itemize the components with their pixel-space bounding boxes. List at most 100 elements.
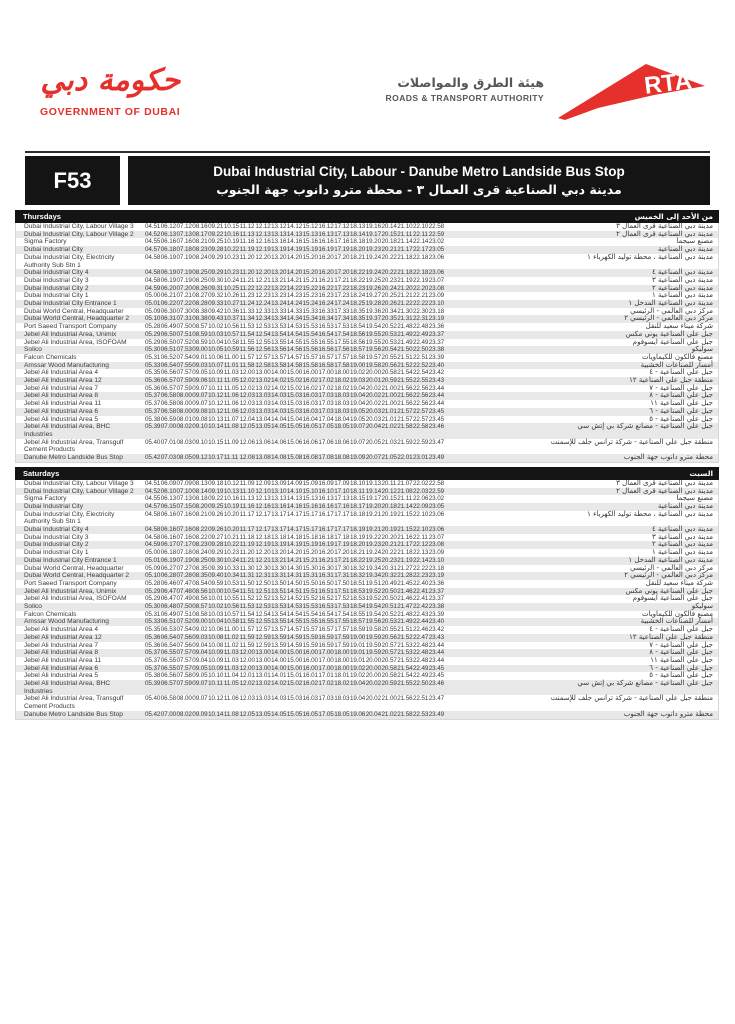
departure-time: 17.21	[334, 276, 350, 284]
departure-time: 13.55	[271, 618, 287, 626]
departure-time: 12.18	[255, 533, 271, 541]
stop-name-english: Jebel Ali Industrial Area, BHC Industrie…	[24, 680, 111, 695]
departure-time: 18.59	[349, 626, 366, 634]
stop-name-english: Dubai World Central, Headquarter	[24, 564, 124, 572]
departure-time: 04.58	[145, 533, 161, 541]
departure-time: 15.01	[286, 672, 303, 680]
stop-row: Jebel Ali Industrial Area 11 05.37 06.55 07…	[16, 656, 718, 665]
departure-time: 07.18	[176, 549, 192, 557]
departure-time: 08.14	[192, 487, 208, 495]
departure-times: 05.35 06.53 07.54 09.02 10.06 11.00 11.57 12.57…	[145, 626, 445, 634]
stop-name-arabic: جبل علي الصناعية - ٦	[649, 406, 713, 415]
departure-time: 10.12	[208, 407, 224, 415]
departure-time: 18.53	[349, 595, 366, 603]
stop-name-english: Dubai Industrial City 2	[24, 541, 89, 549]
departure-time: 12.01	[239, 672, 255, 680]
departure-time: 17.22	[334, 284, 350, 292]
departure-time: 16.18	[318, 533, 334, 541]
departure-time: 15.54	[302, 330, 318, 338]
departure-time: 17.55	[334, 338, 350, 346]
departure-time: 19.00	[349, 633, 366, 641]
departure-times: 05.38 06.56 07.58 09.05 10.10 11.04 12.01 13.01…	[145, 672, 445, 680]
departure-time: 13.00	[255, 369, 271, 377]
departure-time: 04.55	[145, 238, 161, 246]
departure-time: 13.53	[271, 603, 287, 611]
stop-name-english: Jebel Ali Industrial Area, Transgulf Cem…	[24, 438, 124, 454]
departure-time: 22.59	[413, 438, 429, 446]
departure-time: 08.26	[192, 284, 208, 292]
stop-row: Dubai World Central, Headquarter 2 05.10 0…	[16, 315, 718, 324]
departure-time: 21.18	[397, 269, 413, 277]
departure-time: 12.13	[255, 495, 271, 503]
departure-time: 20.55	[381, 626, 397, 634]
departure-times: 05.29 06.50 07.52 08.59 10.04 10.58 11.55 12.55…	[145, 339, 445, 347]
departure-time: 09.28	[208, 541, 224, 549]
departure-time: 06.31	[160, 315, 177, 323]
departure-time: 12.20	[255, 253, 271, 261]
departure-time: 16.06	[302, 438, 318, 446]
departure-time: 06.22	[160, 300, 177, 308]
departure-time: 07.56	[176, 633, 192, 641]
stop-row: Jebel Ali Industrial Area 7 05.36 06.54 07.…	[16, 641, 718, 650]
departure-time: 16.24	[318, 300, 334, 308]
departure-time: 10.33	[223, 564, 240, 572]
departure-time: 15.33	[302, 307, 318, 315]
departure-time: 18.14	[349, 230, 366, 238]
departure-time: 15.20	[302, 549, 318, 557]
departure-times: 05.37 06.55 07.57 09.04 10.09 11.03 12.00 13.00…	[145, 657, 445, 665]
departure-time: 21.52	[397, 633, 413, 641]
departure-time: 19.21	[365, 526, 381, 534]
departure-time: 13.33	[271, 307, 287, 315]
departure-time: 16.00	[302, 656, 318, 664]
departure-time: 22.30	[413, 307, 429, 315]
stop-row: Dubai Industrial City 1 05.00 06.21 07.21 08…	[16, 292, 718, 300]
stop-name-arabic: منطقة جبل علي الصناعية - شركة ترانس جلف …	[550, 437, 713, 446]
departure-time: 17.30	[334, 564, 350, 572]
departure-time: 21.11	[397, 230, 413, 238]
departure-time: 12.51	[255, 587, 271, 595]
departure-time: 07.16	[176, 533, 192, 541]
stop-name-arabic: مدينة دبي الصناعية ٤	[651, 268, 713, 277]
departure-time: 23.43	[428, 377, 445, 385]
departure-time: 16.16	[318, 238, 334, 246]
departure-time: 20.02	[365, 695, 381, 703]
departure-time: 22.03	[413, 487, 429, 495]
departure-time: 22.09	[413, 502, 429, 510]
departure-time: 05.37	[145, 664, 161, 672]
departure-time: 12.22	[255, 284, 271, 292]
departure-time: 21.45	[397, 579, 413, 587]
stop-name-arabic: جبل علي الصناعية - ٤	[649, 368, 713, 377]
departure-time: 07.27	[176, 564, 192, 572]
departure-time: 10.04	[208, 338, 224, 346]
departure-time: 06.51	[160, 618, 177, 626]
departure-time: 15.22	[302, 284, 318, 292]
departure-time: 19.54	[365, 603, 381, 611]
departure-time: 11.05	[223, 680, 239, 688]
departure-time: 23.49	[428, 710, 445, 718]
departure-time: 19.04	[349, 695, 366, 703]
departure-time: 13.12	[271, 223, 287, 230]
departure-time: 22.01	[397, 454, 413, 462]
timetable-rows: Dubai Industrial City, Labour Village 3 0…	[15, 479, 719, 720]
departure-time: 05.39	[145, 423, 161, 431]
departure-time: 21.02	[381, 710, 397, 718]
departure-time: 16.16	[318, 502, 334, 510]
departure-time: 23.44	[428, 400, 445, 408]
timetable-section: Thursdays من الأحد إلى الخميس Dubai Indust…	[15, 210, 719, 463]
stop-name-arabic: مدينة دبي الصناعية المدخل ١	[628, 555, 713, 564]
stop-name-arabic: جبل علي الصناعية يوني مكس	[625, 586, 713, 595]
departure-time: 15.12	[302, 223, 318, 230]
departure-time: 23.37	[428, 587, 445, 595]
departure-time: 11.05	[223, 384, 239, 392]
departure-time: 11.11	[223, 454, 239, 462]
departure-time: 23.44	[428, 384, 445, 392]
departure-time: 06.55	[160, 649, 177, 657]
departure-time: 10.06	[208, 626, 224, 634]
departure-times: 04.55 06.16 07.16 08.21 09.25 10.19 11.16 12.16…	[145, 238, 445, 246]
departure-times: 05.30 06.48 07.50 08.57 10.02 10.56 11.53 12.53…	[145, 603, 445, 611]
departure-time: 14.52	[286, 595, 303, 603]
departure-time: 05.09	[145, 307, 161, 315]
departure-time: 04.52	[145, 487, 161, 495]
departure-time: 22.31	[413, 315, 429, 323]
departure-time: 15.20	[302, 269, 318, 277]
